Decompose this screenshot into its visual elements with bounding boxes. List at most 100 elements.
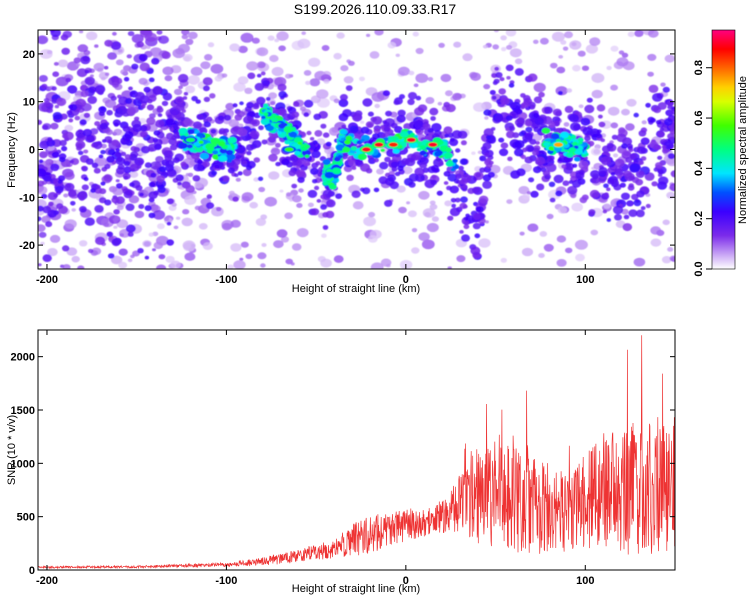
heat-speckle [627, 31, 635, 37]
spectrogram-ytick-label: 0 [29, 145, 35, 157]
heat-cloud [533, 96, 543, 104]
heat-cloud [640, 137, 650, 145]
heat-cloud [227, 167, 235, 174]
heat-ridge [345, 135, 353, 141]
heat-cloud [367, 111, 374, 117]
heat-cloud [277, 83, 287, 92]
heat-cloud [161, 100, 169, 107]
heat-cloud [527, 73, 538, 82]
heat-ridge [445, 160, 454, 167]
heat-speckle [540, 37, 549, 45]
heat-cloud [48, 201, 54, 207]
heat-speckle [307, 202, 314, 208]
heat-cloud [251, 140, 262, 149]
heat-cloud [506, 130, 515, 139]
heat-speckle [558, 55, 564, 59]
heat-cloud [542, 170, 551, 177]
heat-speckle [148, 232, 154, 237]
heat-cloud [414, 167, 425, 177]
heat-cloud [326, 199, 336, 208]
heat-speckle [296, 203, 303, 208]
heat-cloud [625, 157, 633, 163]
heat-cloud [603, 183, 609, 189]
heat-cloud [498, 137, 505, 143]
heat-cloud [245, 144, 255, 151]
heat-speckle [291, 243, 302, 251]
heat-cloud [291, 183, 298, 189]
heat-cloud [309, 137, 315, 141]
heat-cloud [533, 166, 542, 174]
heat-cloud [274, 109, 281, 115]
heat-cloud [153, 130, 161, 136]
heat-speckle [438, 42, 445, 48]
heat-speckle [292, 195, 302, 203]
heat-cloud [81, 166, 86, 171]
heat-speckle [303, 70, 312, 76]
heat-speckle [560, 40, 567, 45]
heat-cloud [111, 139, 120, 147]
heat-cloud [38, 168, 47, 177]
heat-speckle [484, 220, 489, 224]
heat-speckle [62, 264, 71, 269]
heat-speckle [267, 35, 275, 41]
heat-speckle [38, 185, 48, 195]
heat-ridge [283, 126, 293, 133]
heat-cloud [489, 90, 496, 95]
heat-speckle [297, 38, 311, 49]
heat-speckle [230, 243, 242, 252]
heat-cloud [538, 91, 545, 98]
heat-speckle [71, 208, 76, 212]
heat-cloud [63, 131, 74, 141]
heat-cloud [98, 154, 104, 159]
heat-speckle [183, 55, 191, 62]
heat-speckle [200, 61, 211, 70]
heat-cloud [314, 130, 323, 137]
heat-ridge [332, 174, 339, 179]
heat-cloud [346, 174, 354, 181]
heat-ridge [443, 152, 453, 159]
heat-cloud [96, 89, 104, 95]
heat-cloud [258, 125, 264, 131]
heat-speckle [229, 190, 235, 196]
heat-cloud [197, 159, 203, 164]
heat-speckle [413, 83, 419, 88]
heat-speckle [415, 47, 424, 55]
heat-cloud [523, 95, 531, 102]
heat-speckle [71, 255, 80, 263]
heat-cloud [509, 102, 517, 109]
heat-ridge [340, 129, 348, 135]
heat-cloud [74, 115, 81, 121]
heat-ridge [333, 156, 341, 162]
heat-cloud [382, 90, 391, 97]
heat-speckle [216, 207, 222, 212]
heat-cloud [278, 91, 287, 98]
heat-cloud [176, 121, 183, 127]
colorbar-tick-label: 0.2 [693, 211, 705, 226]
heat-speckle [574, 239, 588, 250]
heat-speckle [185, 85, 196, 94]
heat-ridge [322, 181, 329, 186]
heat-speckle [278, 45, 286, 52]
heat-speckle [591, 89, 603, 99]
heat-speckle [118, 261, 128, 269]
heat-ridge [416, 148, 422, 152]
heat-cloud [106, 231, 114, 238]
heat-cloud [647, 116, 655, 123]
spectrogram-xtick-label: -200 [36, 274, 58, 286]
heat-cloud [56, 97, 67, 107]
heat-cloud [166, 221, 172, 226]
heat-cloud [325, 141, 332, 147]
heat-cloud [165, 118, 174, 126]
heat-speckle [181, 34, 189, 40]
heat-speckle [412, 31, 419, 37]
heat-ridge [350, 146, 358, 151]
spectrogram-ylabel: Frequency (Hz) [6, 112, 18, 188]
heat-cloud [125, 98, 133, 104]
heat-cloud [239, 101, 244, 106]
heat-cloud [137, 248, 144, 254]
heat-cloud [640, 127, 648, 133]
heat-cloud [191, 95, 198, 102]
heat-cloud [339, 94, 348, 101]
heat-speckle [188, 194, 196, 200]
heat-speckle [431, 216, 439, 222]
